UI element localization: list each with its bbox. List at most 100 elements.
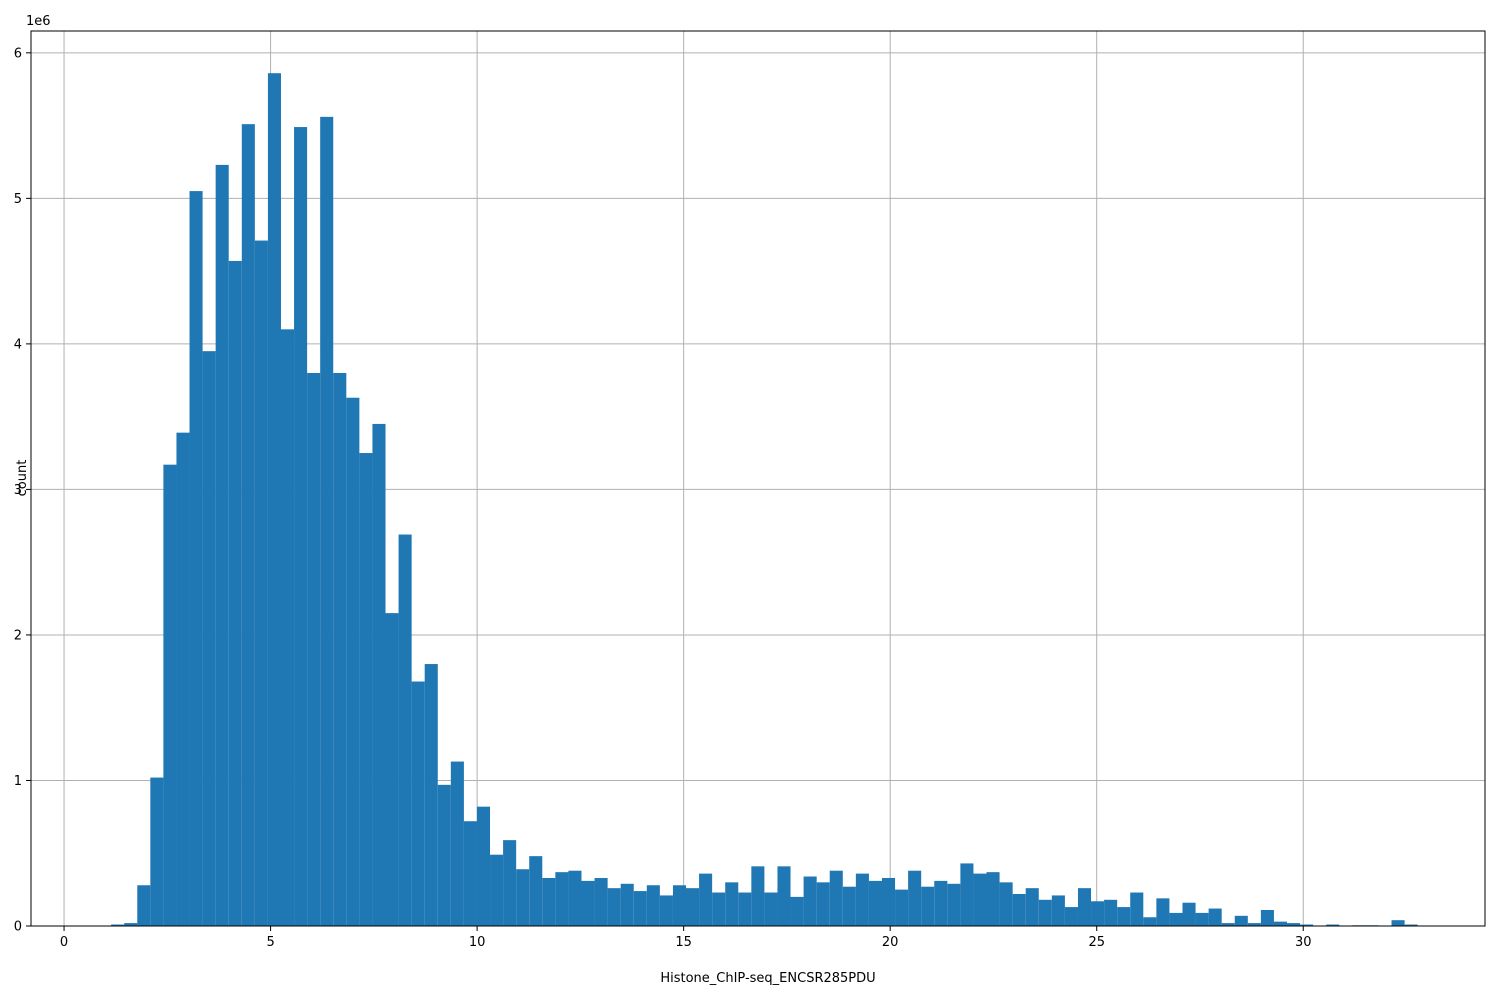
histogram-bar	[228, 260, 242, 927]
histogram-bar	[1051, 895, 1065, 926]
histogram-bar	[111, 924, 125, 926]
x-tick-label: 30	[1295, 935, 1312, 950]
histogram-bar	[620, 883, 634, 926]
ticks-layer: 0 5 10 15 20 25 30 0 1 2 3 4 5 6	[14, 46, 1312, 950]
histogram-bar	[320, 116, 334, 926]
histogram-bar	[542, 877, 556, 926]
histogram-bar	[633, 891, 647, 926]
x-axis-label: Histone_ChIP-seq_ENCSR285PDU	[660, 971, 875, 986]
y-offset-label: 1e6	[26, 14, 51, 29]
histogram-bar	[346, 397, 360, 927]
histogram-bar	[751, 866, 765, 926]
histogram-bar	[725, 882, 739, 926]
histogram-bar	[254, 240, 268, 926]
histogram-bar	[294, 127, 308, 927]
histogram-bar	[1025, 888, 1039, 926]
histogram-bar	[1077, 888, 1092, 926]
histogram-bar	[529, 856, 543, 926]
histogram-bar	[712, 892, 726, 926]
histogram-bar	[829, 870, 843, 926]
histogram-bar	[581, 880, 595, 926]
histogram-bar	[1012, 893, 1026, 926]
x-tick-label: 10	[469, 935, 486, 950]
histogram-bar	[790, 896, 804, 926]
histogram-bar	[1300, 924, 1314, 926]
histogram-bar	[895, 889, 909, 926]
x-tick-label: 15	[675, 935, 692, 950]
histogram-bar	[881, 877, 896, 926]
histogram-bar	[1182, 902, 1196, 926]
histogram-bar	[424, 664, 438, 926]
histogram-bar	[868, 880, 882, 926]
histogram-bar	[555, 872, 569, 926]
histogram-bar	[686, 888, 700, 926]
histogram-bar	[1247, 923, 1261, 926]
histogram-bar	[176, 432, 190, 926]
histogram-bar	[568, 870, 582, 926]
histogram-bar	[1038, 899, 1052, 926]
histogram-bar	[1169, 912, 1183, 926]
histogram-bar	[672, 885, 687, 926]
histogram-bar	[1156, 898, 1170, 926]
y-tick-label: 5	[14, 192, 22, 207]
histogram-bar	[816, 882, 830, 926]
y-tick-label: 1	[14, 774, 22, 789]
histogram-bar	[1404, 924, 1418, 926]
histogram-bar	[503, 840, 517, 926]
histogram-bar	[1064, 907, 1078, 926]
histogram-bar	[973, 873, 987, 926]
histogram-bar	[307, 372, 321, 926]
histogram-bar	[777, 866, 791, 926]
histogram-bar	[803, 876, 817, 926]
y-axis-label: count	[15, 460, 30, 497]
x-tick-label: 25	[1088, 935, 1105, 950]
histogram-bar	[960, 863, 974, 926]
histogram-bar	[1208, 908, 1222, 926]
histogram-bar	[124, 923, 138, 926]
histogram-bar	[398, 534, 412, 926]
histogram-bar	[908, 870, 922, 926]
bars-layer	[111, 73, 1418, 927]
x-tick-label: 5	[266, 935, 274, 950]
histogram-bar	[137, 885, 151, 926]
y-tick-label: 3	[14, 483, 22, 498]
y-tick-label: 4	[14, 337, 22, 352]
histogram-bar	[659, 895, 673, 926]
histogram-bar	[1260, 909, 1274, 926]
histogram-bar	[921, 886, 935, 926]
x-tick-label: 20	[882, 935, 899, 950]
histogram-bar	[1117, 907, 1131, 926]
y-tick-label: 0	[14, 920, 22, 935]
histogram-bar	[986, 872, 1000, 926]
plot-frame	[30, 30, 1486, 927]
x-tick-label: 0	[60, 935, 68, 950]
histogram-bar	[1391, 920, 1405, 926]
y-tick-label: 6	[14, 46, 22, 61]
histogram-bar	[1221, 923, 1235, 926]
histogram-bar	[241, 124, 255, 927]
histogram-bar	[359, 453, 373, 926]
y-tick-label: 2	[14, 628, 22, 643]
histogram-bar	[333, 372, 347, 926]
histogram-bar	[934, 880, 948, 926]
histogram-bar	[1287, 923, 1301, 926]
histogram-bar	[1195, 912, 1209, 926]
histogram-bar	[450, 761, 464, 926]
histogram-bar	[215, 164, 229, 927]
histogram-bar	[163, 464, 177, 926]
histogram-bar	[189, 191, 203, 926]
histogram-bar	[463, 821, 477, 926]
histogram-bar	[855, 873, 869, 926]
histogram-bar	[607, 888, 621, 926]
histogram-bar	[516, 869, 530, 926]
histogram-bar	[738, 892, 752, 926]
histogram-bar	[1143, 917, 1157, 926]
histogram-bar	[437, 784, 451, 926]
histogram-bar	[999, 882, 1013, 926]
histogram-bar	[1234, 915, 1248, 926]
histogram-bar	[372, 423, 386, 926]
histogram-bar	[842, 886, 856, 926]
histogram-bar	[699, 873, 713, 926]
histogram-bar	[1273, 921, 1288, 926]
